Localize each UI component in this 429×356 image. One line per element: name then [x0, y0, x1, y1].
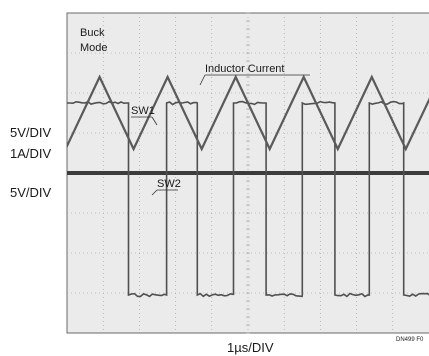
inductor-label-leader — [199, 74, 206, 86]
sw1-annotation: SW1 — [131, 105, 155, 117]
sw2-annotation: SW2 — [157, 178, 181, 190]
x-axis-label: 1µs/DIV — [227, 340, 274, 355]
trace-sw1 — [67, 100, 429, 298]
mode-label-line1: Buck — [80, 27, 105, 39]
labels: Buck Mode Inductor Current SW1 SW2 5V/DI… — [10, 27, 424, 355]
inductor-current-annotation: Inductor Current — [205, 63, 284, 75]
sw1-label-leader — [151, 116, 158, 126]
sw2-scale-label: 5V/DIV — [10, 185, 52, 200]
trace-inductor-current — [67, 74, 429, 152]
inductor-scale-label: 1A/DIV — [10, 146, 52, 161]
traces — [67, 74, 429, 298]
sw2-label-leader — [151, 189, 158, 196]
figure-id: DN499 F0 — [396, 337, 424, 343]
mode-label-line2: Mode — [80, 42, 108, 54]
sw1-scale-label: 5V/DIV — [10, 125, 52, 140]
